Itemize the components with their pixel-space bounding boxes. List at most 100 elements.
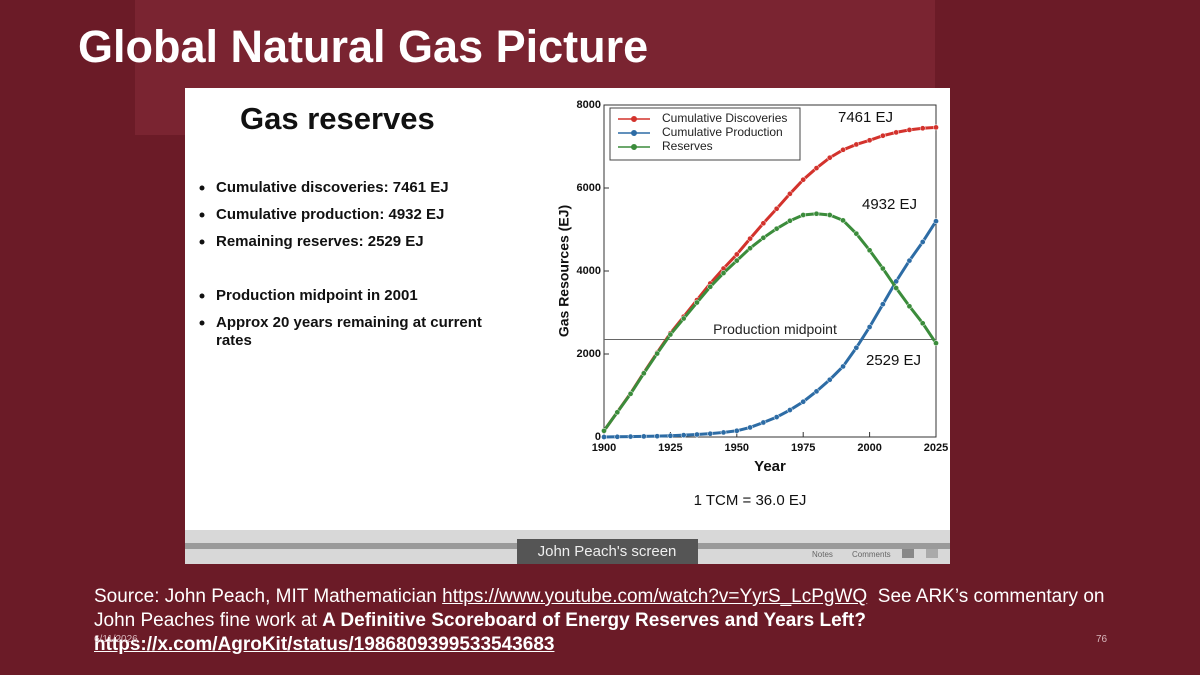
data-point — [840, 146, 846, 153]
y-tick-label: 8000 — [577, 99, 601, 111]
data-point — [840, 217, 846, 224]
data-point — [640, 433, 647, 440]
notes-button[interactable]: Notes — [812, 550, 833, 559]
legend-dot — [631, 116, 637, 122]
data-point — [866, 247, 873, 254]
data-point — [654, 433, 660, 440]
presenter-label: John Peach's screen — [538, 543, 677, 560]
data-point — [747, 245, 753, 252]
page-number: 76 — [1096, 634, 1108, 645]
bullet-dot — [199, 212, 205, 218]
data-point — [694, 299, 700, 306]
data-point — [840, 363, 846, 370]
legend-dot — [631, 144, 637, 150]
data-point — [640, 370, 647, 377]
bullet-text: Cumulative production: 4932 EJ — [216, 206, 444, 223]
data-point — [733, 257, 740, 264]
bullet-dot — [199, 320, 205, 326]
bullet-text: Remaining reserves: 2529 EJ — [216, 233, 424, 250]
data-point — [773, 205, 780, 212]
data-point — [707, 430, 714, 437]
x-tick-label: 1925 — [658, 442, 682, 454]
data-point — [747, 235, 753, 242]
slide-title: Global Natural Gas Picture — [78, 21, 648, 72]
annotation: 2529 EJ — [866, 352, 921, 369]
data-point — [667, 432, 674, 439]
screen-heading: Gas reserves — [240, 101, 435, 136]
legend-box — [609, 107, 801, 161]
slide-date: 6/11/2026 — [94, 634, 138, 645]
data-point — [880, 265, 886, 272]
series-line — [602, 212, 938, 432]
data-point — [906, 303, 913, 310]
data-point — [826, 376, 833, 383]
x-tick-label: 2000 — [857, 442, 881, 454]
data-point — [787, 217, 793, 224]
source-link[interactable]: https://www.youtube.com/watch?v=YyrS_LcP… — [442, 586, 868, 607]
data-point — [680, 315, 687, 322]
bullet-text: Approx 20 years remaining at current rate… — [216, 314, 482, 349]
data-point — [760, 220, 767, 227]
data-point — [733, 251, 740, 258]
data-point — [853, 344, 860, 351]
data-point — [720, 270, 727, 276]
data-point — [654, 350, 660, 357]
x-tick-label: 1950 — [725, 442, 749, 454]
annotation: 4932 EJ — [862, 196, 917, 213]
bullet-dot — [199, 185, 205, 191]
y-axis-label: Gas Resources (EJ) — [556, 205, 572, 337]
data-point — [933, 218, 939, 225]
data-point — [760, 234, 767, 241]
data-point — [933, 340, 939, 347]
data-point — [720, 429, 727, 436]
bullet-text: Cumulative discoveries: 7461 EJ — [216, 179, 449, 196]
data-point — [614, 433, 621, 440]
data-point — [773, 225, 780, 232]
legend-label: Cumulative Discoveries — [662, 111, 787, 125]
bullet-dot — [199, 293, 205, 299]
data-point — [800, 176, 807, 183]
y-tick-label: 2000 — [577, 348, 601, 360]
presenter-badge — [517, 539, 698, 564]
data-point — [866, 137, 873, 144]
commentary-link[interactable]: https://x.com/AgroKit/status/19868093995… — [94, 634, 555, 655]
data-point — [919, 239, 926, 245]
data-point — [694, 431, 700, 438]
data-point — [866, 324, 873, 330]
data-point — [826, 212, 833, 218]
bullet-text: Production midpoint in 2001 — [216, 287, 418, 304]
bullet-list: Cumulative discoveries: 7461 EJ Cumulativ… — [199, 179, 482, 349]
data-point — [906, 127, 913, 133]
data-point — [707, 283, 714, 290]
data-point — [893, 285, 900, 291]
data-point — [919, 320, 926, 327]
data-point — [733, 427, 740, 434]
data-point — [880, 301, 886, 308]
data-point — [787, 190, 793, 197]
data-point — [853, 141, 860, 148]
x-tick-label: 1975 — [791, 442, 815, 454]
data-point — [601, 434, 607, 440]
x-tick-label: 2025 — [924, 442, 948, 454]
data-point — [627, 433, 634, 440]
footer: Source: John Peach, MIT Mathematician ht… — [94, 585, 1124, 657]
data-point — [747, 424, 753, 431]
data-point — [614, 409, 621, 416]
data-point — [773, 414, 780, 420]
data-point — [800, 212, 807, 218]
comments-button[interactable]: Comments — [852, 550, 891, 559]
data-point — [680, 432, 687, 438]
data-point — [760, 419, 767, 426]
commentary-title: A Definitive Scoreboard of Energy Reserv… — [322, 610, 866, 631]
data-point — [667, 331, 674, 338]
annotation: 7461 EJ — [838, 109, 893, 126]
view-button[interactable] — [902, 549, 914, 558]
data-point — [853, 230, 860, 237]
view-button[interactable] — [926, 549, 938, 558]
chart: 0 2000 4000 6000 8000 1900 1925 1950 1975 2000 202… — [556, 99, 949, 509]
data-point — [880, 132, 886, 139]
data-point — [813, 165, 820, 171]
data-point — [601, 427, 607, 434]
